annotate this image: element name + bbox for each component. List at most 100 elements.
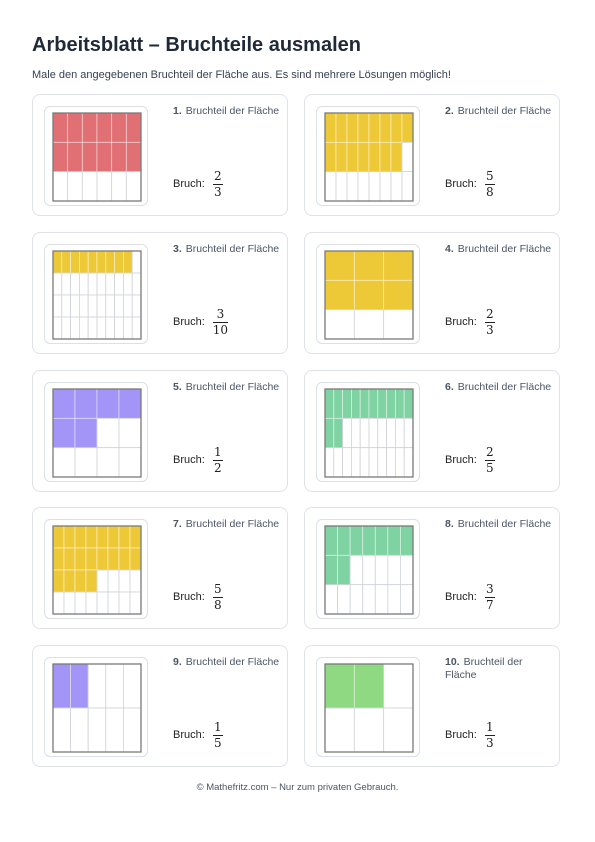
grid-cell-empty[interactable] (368, 171, 381, 202)
grid-cell-filled[interactable] (67, 141, 83, 173)
grid-cell-filled[interactable] (346, 141, 359, 173)
grid-cell-filled[interactable] (96, 141, 113, 173)
grid-cell-filled[interactable] (400, 525, 414, 556)
fraction-grid[interactable] (52, 250, 142, 340)
grid-cell-empty[interactable] (131, 250, 142, 274)
fraction-grid[interactable] (324, 663, 414, 753)
grid-cell-filled[interactable] (96, 525, 109, 549)
grid-cell-empty[interactable] (74, 447, 98, 478)
grid-cell-empty[interactable] (357, 171, 370, 202)
grid-cell-filled[interactable] (353, 250, 385, 281)
grid-cell-filled[interactable] (96, 112, 113, 143)
grid-cell-filled[interactable] (81, 141, 98, 173)
grid-cell-filled[interactable] (52, 417, 76, 449)
grid-cell-empty[interactable] (52, 171, 69, 202)
grid-cell-filled[interactable] (379, 112, 392, 143)
grid-cell-empty[interactable] (324, 584, 338, 615)
grid-cell-empty[interactable] (362, 584, 376, 615)
grid-cell-empty[interactable] (379, 171, 392, 202)
grid-cell-empty[interactable] (123, 707, 142, 753)
grid-cell-empty[interactable] (131, 272, 142, 296)
grid-cell-empty[interactable] (96, 417, 120, 449)
grid-cell-empty[interactable] (362, 554, 376, 586)
grid-cell-empty[interactable] (125, 171, 142, 202)
grid-cell-filled[interactable] (362, 525, 376, 556)
grid-cell-empty[interactable] (63, 591, 76, 615)
grid-cell-empty[interactable] (403, 417, 414, 449)
grid-cell-filled[interactable] (63, 569, 76, 593)
grid-cell-empty[interactable] (335, 171, 348, 202)
grid-cell-empty[interactable] (114, 272, 124, 296)
grid-cell-filled[interactable] (390, 141, 403, 173)
grid-cell-empty[interactable] (377, 447, 387, 478)
grid-cell-empty[interactable] (359, 447, 370, 478)
grid-cell-empty[interactable] (374, 584, 389, 615)
grid-cell-empty[interactable] (87, 272, 98, 296)
grid-cell-filled[interactable] (324, 279, 355, 311)
fraction-grid[interactable] (324, 525, 414, 615)
grid-cell-empty[interactable] (114, 294, 124, 318)
grid-cell-empty[interactable] (400, 554, 414, 586)
grid-cell-filled[interactable] (70, 663, 89, 709)
grid-cell-filled[interactable] (52, 388, 76, 419)
grid-cell-empty[interactable] (114, 316, 124, 340)
grid-cell-empty[interactable] (105, 294, 115, 318)
grid-cell-empty[interactable] (368, 447, 379, 478)
grid-cell-empty[interactable] (87, 316, 98, 340)
grid-cell-filled[interactable] (401, 112, 414, 143)
grid-cell-empty[interactable] (52, 272, 63, 296)
grid-cell-empty[interactable] (395, 417, 405, 449)
grid-cell-empty[interactable] (353, 707, 385, 753)
grid-cell-filled[interactable] (324, 112, 337, 143)
grid-cell-empty[interactable] (383, 309, 414, 340)
grid-cell-empty[interactable] (324, 171, 337, 202)
grid-cell-empty[interactable] (70, 272, 80, 296)
grid-cell-empty[interactable] (324, 309, 355, 340)
grid-cell-empty[interactable] (349, 554, 364, 586)
grid-cell-empty[interactable] (123, 294, 133, 318)
grid-cell-filled[interactable] (74, 525, 87, 549)
grid-cell-empty[interactable] (374, 554, 389, 586)
grid-cell-filled[interactable] (114, 250, 124, 274)
grid-cell-filled[interactable] (350, 388, 361, 419)
grid-cell-empty[interactable] (387, 584, 401, 615)
grid-cell-filled[interactable] (107, 525, 120, 549)
grid-cell-empty[interactable] (386, 417, 396, 449)
grid-cell-filled[interactable] (123, 250, 133, 274)
grid-cell-empty[interactable] (350, 447, 361, 478)
grid-cell-empty[interactable] (78, 316, 89, 340)
grid-cell-filled[interactable] (96, 388, 120, 419)
grid-cell-filled[interactable] (342, 388, 352, 419)
grid-cell-filled[interactable] (324, 250, 355, 281)
grid-cell-empty[interactable] (96, 447, 120, 478)
grid-cell-empty[interactable] (401, 171, 414, 202)
grid-cell-filled[interactable] (379, 141, 392, 173)
grid-cell-filled[interactable] (377, 388, 387, 419)
grid-cell-filled[interactable] (357, 112, 370, 143)
grid-cell-empty[interactable] (324, 707, 355, 753)
grid-cell-empty[interactable] (52, 316, 63, 340)
grid-cell-filled[interactable] (395, 388, 405, 419)
grid-cell-filled[interactable] (111, 112, 127, 143)
grid-cell-empty[interactable] (85, 591, 98, 615)
grid-cell-filled[interactable] (368, 388, 379, 419)
grid-cell-filled[interactable] (52, 547, 65, 571)
grid-cell-empty[interactable] (70, 294, 80, 318)
grid-cell-filled[interactable] (125, 112, 142, 143)
grid-cell-filled[interactable] (87, 250, 98, 274)
grid-cell-filled[interactable] (346, 112, 359, 143)
grid-cell-filled[interactable] (111, 141, 127, 173)
grid-cell-filled[interactable] (52, 663, 72, 709)
grid-cell-empty[interactable] (78, 294, 89, 318)
grid-cell-empty[interactable] (123, 663, 142, 709)
grid-cell-empty[interactable] (87, 707, 107, 753)
grid-cell-filled[interactable] (52, 569, 65, 593)
grid-cell-empty[interactable] (61, 294, 72, 318)
fraction-grid[interactable] (324, 250, 414, 340)
grid-cell-empty[interactable] (349, 584, 364, 615)
grid-cell-empty[interactable] (105, 707, 124, 753)
grid-cell-filled[interactable] (333, 388, 344, 419)
grid-cell-empty[interactable] (118, 417, 142, 449)
grid-cell-empty[interactable] (390, 171, 403, 202)
grid-cell-empty[interactable] (129, 569, 142, 593)
